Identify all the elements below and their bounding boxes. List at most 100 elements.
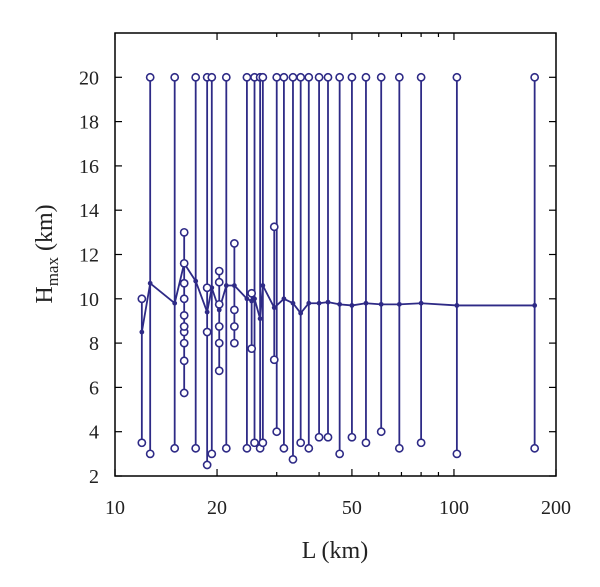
range-min-marker [202, 460, 212, 470]
series-point [290, 300, 296, 306]
range-max-marker [191, 72, 201, 82]
series-point [281, 296, 287, 302]
range-min-marker [137, 438, 147, 448]
range-min-marker [269, 355, 279, 365]
range-max-marker [416, 72, 426, 82]
y-tick-label: 16 [79, 156, 99, 178]
range-bars [140, 77, 536, 465]
y-tick-label: 12 [79, 245, 99, 267]
range-max-marker [279, 72, 289, 82]
range-max-marker [145, 72, 155, 82]
range-max-marker [229, 239, 239, 248]
range-inner-marker [179, 322, 189, 331]
range-min-marker [179, 388, 189, 398]
range-max-marker [530, 72, 540, 82]
range-min-marker [170, 443, 180, 453]
mean-series [139, 260, 538, 335]
series-point [244, 296, 250, 302]
x-tick-label: 50 [342, 497, 362, 519]
range-max-marker [323, 72, 333, 82]
y-axis-ticks: 2 4 6 8 10 12 14 16 18 20 [79, 67, 556, 488]
range-min-marker [191, 443, 201, 453]
x-tick-label: 20 [207, 497, 227, 519]
range-max-marker [214, 266, 224, 276]
range-min-marker [145, 449, 155, 459]
range-min-marker [361, 438, 371, 448]
range-inner-marker [202, 327, 212, 337]
range-max-marker [207, 72, 217, 82]
range-max-marker [179, 227, 189, 237]
range-max-marker [304, 72, 314, 82]
range-max-marker [272, 72, 282, 82]
series-point [271, 305, 277, 311]
range-inner-marker [214, 299, 224, 309]
range-max-marker [361, 72, 371, 82]
series-point [147, 280, 153, 286]
series-point [316, 300, 322, 306]
series-point [363, 300, 369, 306]
range-min-marker [296, 438, 306, 448]
y-tick-label: 4 [89, 422, 99, 444]
range-min-marker [221, 443, 231, 453]
y-axis-label-subscript: max [43, 257, 62, 287]
series-point [325, 299, 331, 305]
range-inner-marker [179, 258, 189, 268]
range-max-marker [242, 72, 252, 82]
y-tick-label: 20 [79, 67, 99, 89]
range-max-marker [269, 222, 279, 232]
range-min-marker [288, 454, 298, 464]
y-axis-label-unit: (km) [32, 204, 58, 257]
series-line [140, 262, 535, 333]
series-point [298, 310, 304, 316]
y-axis-label: Hmax (km) [32, 204, 62, 303]
range-inner-marker [214, 322, 224, 331]
range-min-marker [250, 438, 259, 448]
range-inner-marker [214, 338, 224, 348]
x-axis-ticks: 10 20 50 100 200 [105, 33, 571, 519]
range-min-marker [214, 366, 224, 376]
range-min-marker [258, 438, 268, 448]
series-point [418, 300, 424, 306]
series-point [454, 303, 460, 308]
range-inner-marker [229, 305, 239, 315]
series-point [378, 301, 384, 307]
range-max-marker [247, 288, 257, 298]
range-min-marker [376, 427, 386, 437]
series-point [396, 301, 402, 307]
markers [137, 72, 540, 470]
series-point [193, 278, 199, 284]
range-min-marker [272, 427, 282, 437]
range-max-marker [376, 72, 386, 82]
range-min-marker [452, 449, 462, 459]
range-max-marker [137, 294, 147, 304]
series-point [349, 303, 355, 308]
range-inner-marker [179, 338, 189, 348]
plot-frame [114, 32, 557, 477]
x-tick-label: 100 [439, 497, 469, 519]
range-min-marker [530, 443, 540, 453]
range-min-marker [335, 449, 345, 459]
range-max-marker [170, 72, 180, 82]
y-tick-label: 6 [89, 377, 99, 399]
range-min-marker [394, 443, 404, 453]
range-inner-marker [214, 277, 224, 287]
range-min-marker [323, 432, 333, 442]
y-tick-label: 18 [79, 112, 99, 134]
series-point [252, 296, 257, 302]
x-tick-label: 200 [541, 497, 571, 519]
series-point [216, 307, 222, 313]
series-point [257, 316, 263, 322]
range-min-marker [279, 443, 289, 453]
y-tick-label: 14 [79, 200, 99, 222]
y-tick-label: 10 [79, 289, 99, 311]
range-inner-marker [229, 322, 239, 331]
series-point [306, 300, 312, 306]
range-inner-marker [202, 283, 212, 293]
series-point [223, 283, 229, 288]
range-max-marker [258, 72, 268, 82]
range-min-marker [416, 438, 426, 448]
range-min-marker [314, 432, 324, 442]
range-max-marker [221, 72, 231, 82]
range-min-marker [207, 449, 217, 459]
